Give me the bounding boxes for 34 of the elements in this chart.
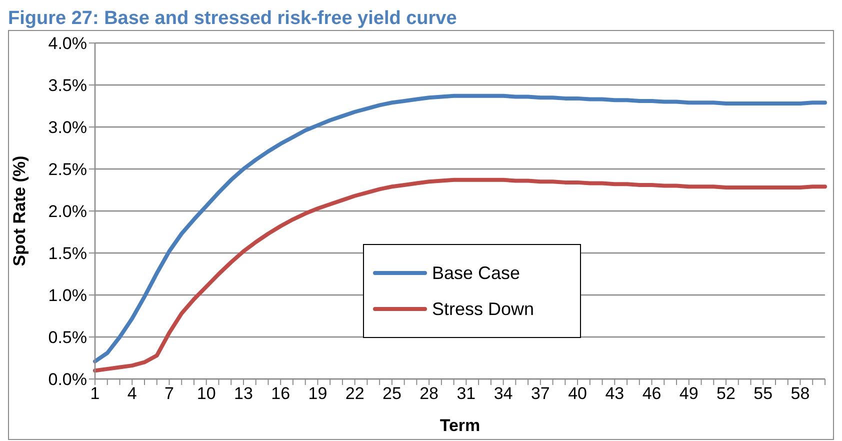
- x-tick-label: 31: [456, 384, 476, 404]
- chart-title: Figure 27: Base and stressed risk-free yield curve: [8, 8, 458, 30]
- x-tick-label: 13: [234, 384, 253, 404]
- y-axis-title: Spot Rate (%): [10, 156, 30, 266]
- x-tick-label: 46: [642, 384, 662, 404]
- y-tick-label: 2.0%: [48, 202, 87, 222]
- x-tick-label: 19: [308, 384, 328, 404]
- legend-label: Base Case: [432, 262, 520, 285]
- x-tick-label: 1: [90, 384, 100, 404]
- x-tick-label: 40: [568, 384, 588, 404]
- x-tick-label: 34: [494, 384, 513, 404]
- x-tick-label: 10: [196, 384, 216, 404]
- y-tick-label: 0.5%: [48, 328, 87, 348]
- x-tick-label: 43: [605, 384, 624, 404]
- x-axis-title: Term: [440, 416, 480, 435]
- y-tick-label: 4.0%: [48, 34, 87, 54]
- x-tick-label: 7: [164, 384, 174, 404]
- x-tick-label: 37: [530, 384, 550, 404]
- legend-label: Stress Down: [432, 298, 534, 321]
- x-tick-label: 55: [754, 384, 773, 404]
- x-tick-label: 52: [716, 384, 736, 404]
- x-tick-label: 22: [345, 384, 364, 404]
- y-tick-label: 2.5%: [48, 160, 87, 180]
- y-tick-label: 3.5%: [48, 76, 87, 96]
- y-tick-label: 3.0%: [48, 118, 87, 138]
- x-tick-label: 49: [679, 384, 698, 404]
- y-tick-label: 0.0%: [48, 370, 87, 390]
- x-tick-label: 28: [420, 384, 439, 404]
- x-tick-label: 16: [271, 384, 290, 404]
- x-tick-label: 4: [127, 384, 137, 404]
- y-tick-label: 1.0%: [48, 286, 87, 306]
- y-tick-label: 1.5%: [48, 244, 87, 264]
- x-tick-label: 58: [790, 384, 810, 404]
- x-tick-label: 25: [382, 384, 402, 404]
